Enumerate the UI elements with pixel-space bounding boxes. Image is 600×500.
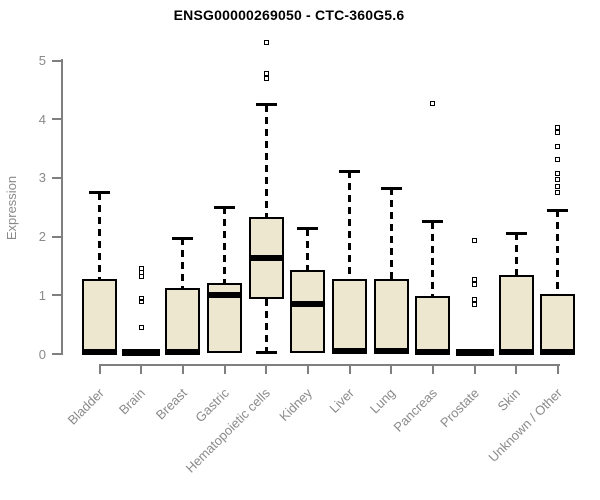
whisker-cap-upper-bladder [89,191,110,195]
y-tick [52,235,62,238]
x-tick-pancreas [431,365,434,374]
median-brain [122,349,161,357]
outlier-point-hematopoietic-cells [263,70,269,76]
whisker-upper-gastric [223,207,227,283]
y-tick [52,353,62,355]
y-tick [52,59,62,62]
outlier-point-brain [138,298,144,304]
outlier-point-hematopoietic-cells [263,40,269,46]
outlier-point-unknown-other [555,144,561,150]
whisker-upper-hematopoietic-cells [264,104,268,218]
whisker-cap-upper-hematopoietic-cells [255,103,277,107]
box-skin [498,274,534,354]
chart-title: ENSG00000269050 - CTC-360G5.6 [173,7,405,23]
whisker-upper-breast [181,238,185,289]
whisker-upper-skin [514,233,518,275]
outlier-point-brain [138,274,144,280]
box-unknown-other [540,293,576,354]
x-tick-unknown-other [556,365,559,374]
x-tick-brain [140,365,143,374]
whisker-upper-lung [389,188,393,279]
median-breast [165,348,201,355]
outlier-point-unknown-other [555,156,561,162]
whisker-cap-upper-kidney [297,227,319,231]
x-tick-kidney [306,365,309,374]
y-tick-label: 3 [38,170,46,186]
whisker-cap-upper-gastric [214,205,236,209]
whisker-upper-liver [348,171,352,279]
box-bladder [82,279,117,354]
x-tick-liver [348,365,351,374]
whisker-cap-lower-hematopoietic-cells [255,351,277,355]
whisker-cap-upper-liver [339,169,361,173]
whisker-cap-upper-breast [172,236,194,240]
median-prostate [455,349,494,357]
median-gastric [207,292,243,299]
outlier-point-brain [138,325,144,331]
outlier-point-prostate [472,301,478,307]
y-tick [52,294,62,297]
outlier-point-hematopoietic-cells [263,75,269,81]
outlier-point-brain [138,265,144,271]
median-skin [498,348,534,355]
outlier-point-pancreas [430,100,436,106]
outlier-point-unknown-other [555,177,561,183]
x-tick-lung [390,365,393,374]
median-bladder [82,348,117,355]
whisker-cap-upper-unknown-other [547,208,569,212]
x-tick-breast [181,365,184,374]
outlier-point-brain [138,295,144,301]
median-kidney [290,301,326,308]
outlier-point-unknown-other [555,170,561,176]
outlier-point-prostate [472,237,478,243]
outlier-point-unknown-other [555,190,561,196]
outlier-point-prostate [472,296,478,302]
median-hematopoietic-cells [248,255,284,262]
x-tick-prostate [473,365,476,374]
median-pancreas [415,349,451,356]
x-tick-skin [515,365,518,374]
box-liver [332,278,368,354]
box-kidney [290,270,326,354]
y-axis-line [61,59,63,355]
outlier-point-unknown-other [555,183,561,189]
outlier-point-prostate [472,282,478,288]
x-tick-hematopoietic-cells [265,365,268,374]
outlier-point-prostate [472,276,478,282]
whisker-upper-pancreas [431,221,435,297]
whisker-cap-upper-pancreas [422,220,444,224]
y-tick-label: 4 [38,111,46,127]
x-tick-bladder [98,365,101,374]
y-tick-label: 1 [38,287,46,303]
median-lung [373,348,409,355]
median-liver [332,348,368,355]
whisker-cap-upper-skin [505,231,527,235]
x-tick-gastric [223,365,226,374]
whisker-upper-kidney [306,228,310,271]
y-tick-label: 5 [38,53,46,68]
y-tick-label: 2 [38,229,46,245]
box-pancreas [415,296,451,354]
whisker-upper-bladder [98,192,101,280]
whisker-upper-unknown-other [556,210,560,294]
y-tick [52,118,62,121]
whisker-cap-upper-lung [380,186,402,190]
y-tick-label: 0 [38,346,46,362]
whisker-lower-hematopoietic-cells [264,298,268,353]
outlier-point-unknown-other [555,130,561,136]
x-axis-line [98,364,560,366]
outlier-point-unknown-other [555,124,561,130]
median-unknown-other [540,349,576,356]
box-lung [373,278,409,354]
y-tick [52,176,62,179]
box-breast [165,288,201,354]
